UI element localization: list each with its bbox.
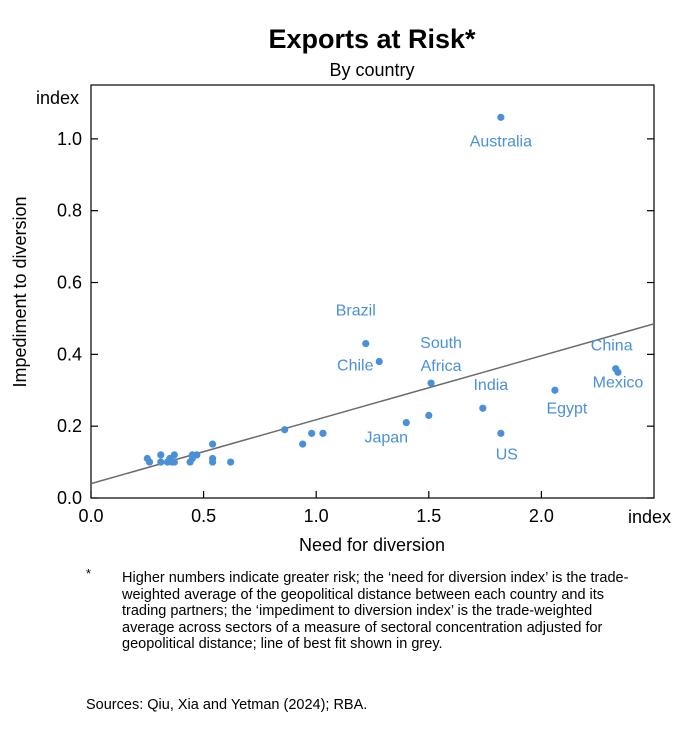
data-point-india [479,404,487,412]
data-point-australia [497,113,505,121]
footnote-marker: * [86,566,92,581]
y-axis-title: Impediment to diversion [10,196,30,387]
data-point-us [497,429,505,437]
scatter-points [143,113,622,466]
data-point [227,458,235,466]
y-axis-unit: index [36,88,79,108]
y-tick-label: 1.0 [57,129,82,149]
data-point [209,440,217,448]
data-point-south-africa [427,379,435,387]
data-point-mexico [614,368,622,376]
sources: Sources: Qiu, Xia and Yetman (2024); RBA… [86,697,368,713]
x-axis-unit: index [628,507,671,527]
y-tick-label: 0.4 [57,344,82,364]
point-label-india: India [473,377,508,394]
y-tick-label: 0.8 [57,201,82,221]
data-point-egypt [551,386,559,394]
y-tick-label: 0.2 [57,416,82,436]
best-fit-line [90,323,655,485]
point-label-mexico: Mexico [593,374,644,391]
chart-subtitle: By country [329,60,414,80]
x-tick-label: 1.5 [416,506,441,526]
data-point [209,458,217,466]
x-tick-label: 0.5 [191,506,216,526]
point-label-japan: Japan [364,430,408,447]
y-axis: 0.0 0.2 0.4 0.6 0.8 1.0 [57,129,654,508]
point-label-south-africa: Africa [421,358,462,375]
data-point [308,429,316,437]
point-label-chile: Chile [337,358,374,375]
data-point [170,451,178,459]
point-label-us: US [496,446,518,463]
x-tick-label: 1.0 [304,506,329,526]
data-point [157,458,165,466]
point-label-brazil: Brazil [336,303,376,320]
plot-frame [90,84,655,499]
x-tick-label: 0.0 [78,506,103,526]
chart: Exports at Risk* By country index index … [10,24,671,555]
footnote-text: Higher numbers indicate greater risk; th… [122,570,629,652]
point-label-south-africa: South [420,335,462,352]
y-tick-label: 0.0 [57,488,82,508]
data-point-chile [375,357,383,366]
point-label-egypt: Egypt [546,400,587,417]
data-point [145,458,154,466]
data-point [319,429,327,437]
data-point [299,440,307,448]
chart-title: Exports at Risk* [268,24,476,54]
data-point [281,426,289,434]
data-point [193,451,201,459]
point-label-china: China [591,338,633,355]
data-point [157,451,165,459]
x-axis-title: Need for diversion [299,535,445,555]
x-axis: 0.0 0.5 1.0 1.5 2.0 [78,491,554,526]
point-labels: Australia Brazil Chile South Africa Japan Indi… [336,133,644,463]
data-point [425,411,433,419]
point-label-australia: Australia [470,133,532,150]
data-point-japan [402,418,410,427]
y-tick-label: 0.6 [57,273,82,293]
data-point [170,458,178,466]
x-tick-label: 2.0 [529,506,554,526]
data-point-brazil [362,339,370,348]
